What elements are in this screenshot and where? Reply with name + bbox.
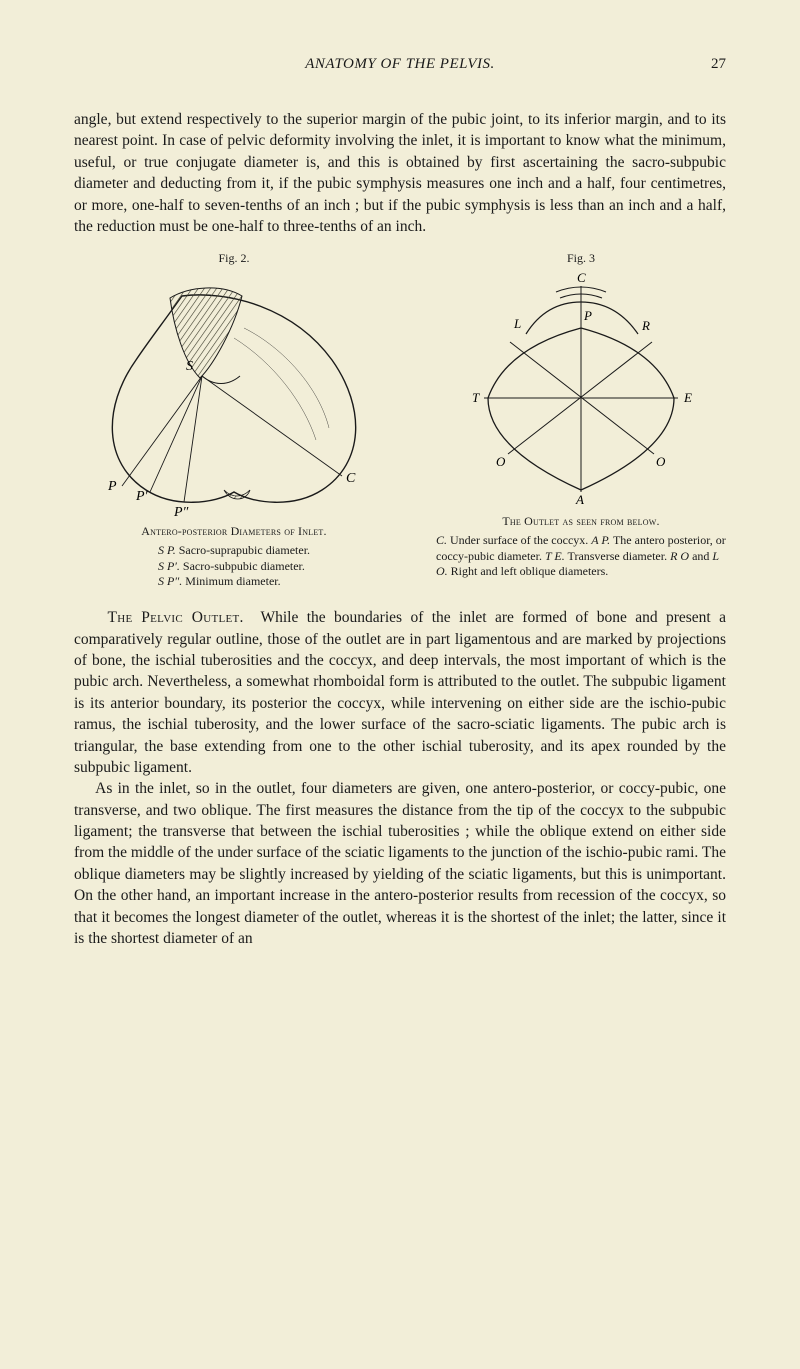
fig3-label-P: P xyxy=(583,308,592,323)
figure-2-caption-body: S P. Sacro-suprapubic diameter. S P′. Sa… xyxy=(158,543,310,589)
figures-row: Fig. 2. xyxy=(74,251,726,589)
figure-2-svg: S P P′ P″ C xyxy=(84,268,384,518)
cap3-k3: R O xyxy=(670,549,689,563)
paragraph-2: The Pelvic Outlet. While the boundaries … xyxy=(74,607,726,778)
fig3-label-Ol: O xyxy=(496,454,506,469)
page: ANATOMY OF THE PELVIS. 27 angle, but ext… xyxy=(0,0,800,999)
figure-3-svg: C L P R T E O O A xyxy=(456,268,706,508)
figure-3-label: Fig. 3 xyxy=(567,251,595,266)
fig3-label-R: R xyxy=(641,318,650,333)
cap2-key-2: S P″. xyxy=(158,574,182,588)
figure-2-caption-title: Antero-posterior Diameters of Inlet. xyxy=(141,524,326,539)
cap2-txt-1: Sacro-subpubic diameter. xyxy=(180,559,305,573)
fig3-label-E: E xyxy=(683,390,692,405)
figure-2-label: Fig. 2. xyxy=(218,251,249,266)
fig3-label-A: A xyxy=(575,492,584,507)
para2-body: While the boundaries of the inlet are fo… xyxy=(74,609,726,776)
figure-3: Fig. 3 C L P R T xyxy=(436,251,726,589)
figure-3-caption-title: The Outlet as seen from below. xyxy=(502,514,659,529)
page-number: 27 xyxy=(686,56,726,73)
fig2-label-Pp: P′ xyxy=(135,489,149,504)
cap3-k1: A P. xyxy=(591,533,610,547)
fig2-label-S: S xyxy=(186,359,193,374)
cap2-key-1: S P′. xyxy=(158,559,180,573)
cap3-k2: T E. xyxy=(545,549,565,563)
fig3-label-T: T xyxy=(472,390,480,405)
cap2-key-0: S P. xyxy=(158,543,176,557)
fig2-label-C: C xyxy=(346,471,356,486)
para2-lead: The Pelvic Outlet. xyxy=(108,609,244,626)
para3-body: As in the inlet, so in the outlet, four … xyxy=(74,780,726,947)
cap3-k0: C. xyxy=(436,533,447,547)
running-title: ANATOMY OF THE PELVIS. xyxy=(114,56,686,73)
cap3-t4: Right and left oblique diameters. xyxy=(448,564,609,578)
cap3-t3: and xyxy=(689,549,712,563)
figure-3-caption-body: C. Under surface of the coccyx. A P. The… xyxy=(436,533,726,579)
fig2-label-P: P xyxy=(107,479,117,494)
cap3-t0: Under surface of the coccyx. xyxy=(447,533,591,547)
running-header: ANATOMY OF THE PELVIS. 27 xyxy=(74,56,726,73)
fig2-label-Ppp: P″ xyxy=(173,505,189,518)
fig3-label-L: L xyxy=(513,316,521,331)
cap2-txt-0: Sacro-suprapubic diameter. xyxy=(176,543,310,557)
paragraph-1: angle, but extend respectively to the su… xyxy=(74,109,726,237)
cap3-t2: Transverse diameter. xyxy=(565,549,670,563)
figure-2: Fig. 2. xyxy=(74,251,394,589)
paragraph-3: As in the inlet, so in the outlet, four … xyxy=(74,778,726,949)
cap2-txt-2: Minimum diameter. xyxy=(182,574,280,588)
fig3-label-C: C xyxy=(577,270,586,285)
fig3-label-Or: O xyxy=(656,454,666,469)
